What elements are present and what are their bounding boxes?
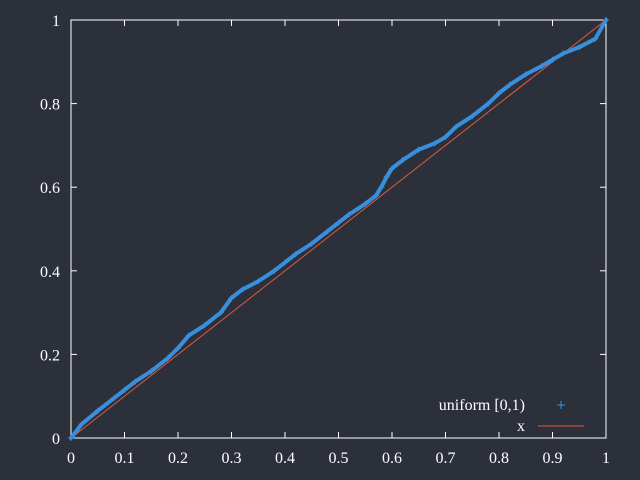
legend-label: uniform [0,1): [439, 397, 525, 414]
data-point: [442, 134, 449, 141]
data-point: [522, 71, 529, 78]
legend-entry: x: [517, 418, 584, 435]
y-tick-label: 0.6: [40, 180, 60, 197]
data-point: [68, 435, 74, 441]
x-tick-label: 0.3: [222, 450, 242, 467]
x-tick-label: 0.9: [543, 450, 563, 467]
data-point: [431, 140, 438, 147]
x-tick-label: 0.1: [115, 450, 135, 467]
data-series: [68, 17, 609, 441]
y-tick-label: 1: [52, 13, 60, 30]
data-point: [185, 332, 192, 339]
data-point: [292, 251, 299, 258]
data-point: [346, 211, 353, 218]
legend: uniform [0,1) x: [439, 397, 584, 435]
data-point: [110, 395, 117, 402]
data-point: [538, 62, 545, 69]
legend-marker-plus: [557, 401, 565, 409]
y-tick-label: 0.8: [40, 97, 60, 114]
data-point: [132, 378, 139, 385]
data-point: [164, 355, 171, 362]
series-line-x: [70, 19, 607, 439]
y-tick-label: 0.2: [40, 347, 60, 364]
data-point: [121, 386, 128, 393]
y-tick-label: 0.4: [40, 264, 60, 281]
data-point: [228, 294, 235, 301]
x-tick-label: 0: [67, 450, 75, 467]
data-point: [324, 228, 331, 235]
data-point: [592, 35, 599, 42]
data-point: [383, 173, 390, 180]
data-point: [469, 113, 476, 120]
x-tick-label: 0.2: [168, 450, 188, 467]
data-point: [372, 192, 379, 199]
data-point: [389, 165, 395, 172]
legend-label: x: [517, 418, 525, 435]
x-tick-label: 0.7: [436, 450, 456, 467]
data-point: [399, 157, 406, 164]
data-point: [78, 421, 85, 428]
data-point: [496, 90, 502, 97]
data-point: [506, 81, 513, 88]
data-point: [549, 56, 556, 63]
data-point: [378, 184, 385, 191]
data-point: [201, 322, 208, 329]
data-point: [271, 267, 278, 274]
data-point: [175, 345, 181, 352]
data-point: [217, 309, 224, 316]
data-point: [255, 278, 262, 285]
data-point: [362, 200, 369, 207]
legend-entry: uniform [0,1): [439, 397, 565, 414]
data-point: [603, 17, 609, 23]
x-tick-label: 0.5: [329, 450, 349, 467]
x-tick-label: 0.4: [275, 450, 295, 467]
data-point: [308, 240, 315, 247]
data-point: [239, 286, 246, 293]
data-point: [282, 259, 288, 266]
data-point: [453, 123, 460, 130]
data-point: [485, 100, 492, 107]
x-tick-label: 0.8: [489, 450, 509, 467]
data-point: [335, 219, 342, 226]
data-point: [94, 407, 101, 414]
tick-labels: 0 0.1 0.2 0.3 0.4 0.5 0.6 0.7 0.8 0.9 1 0 0.2 0.4 0.6 0…: [40, 13, 610, 467]
data-point: [576, 44, 583, 51]
data-point: [560, 50, 567, 57]
data-point: [415, 146, 422, 153]
data-point: [148, 368, 155, 375]
x-tick-label: 0.6: [382, 450, 402, 467]
y-tick-label: 0: [52, 431, 60, 448]
x-tick-label: 1: [602, 450, 610, 467]
